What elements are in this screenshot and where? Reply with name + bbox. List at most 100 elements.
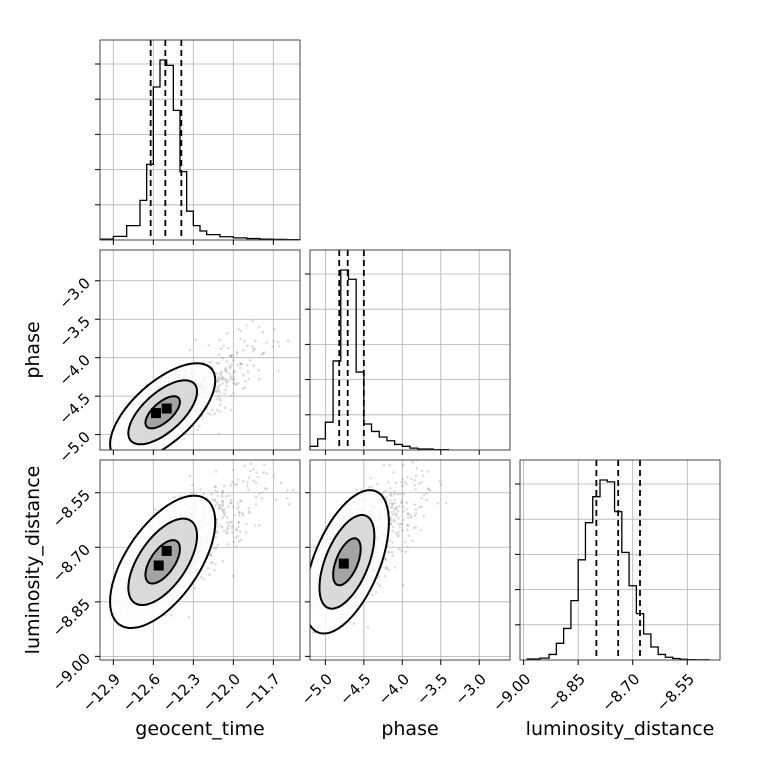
sample-point [219, 347, 223, 350]
sample-point [389, 499, 392, 502]
sample-point [202, 493, 205, 496]
sample-point [396, 492, 400, 496]
sample-point [389, 493, 392, 497]
density-peak-cell [161, 545, 172, 556]
sample-point [213, 499, 217, 502]
sample-point [235, 545, 238, 548]
sample-point [384, 489, 388, 492]
sample-point [385, 566, 388, 570]
sample-point [265, 472, 269, 476]
sample-point [406, 523, 410, 527]
sample-point [395, 506, 399, 509]
sample-point [265, 487, 269, 491]
sample-point [415, 466, 419, 470]
sample-point [192, 491, 195, 494]
sample-point [414, 508, 418, 512]
sample-point [390, 494, 394, 498]
sample-point [210, 493, 214, 496]
sample-point [252, 364, 255, 368]
sample-point [389, 487, 392, 490]
sample-point [392, 526, 395, 529]
sample-point [221, 504, 224, 508]
sample-point [418, 506, 421, 509]
panel-hist-geocent-time [95, 39, 301, 245]
sample-point [232, 369, 236, 373]
sample-point [222, 529, 226, 533]
sample-point [215, 397, 218, 401]
sample-point [218, 377, 221, 381]
sample-point [241, 513, 245, 517]
sample-point [238, 499, 242, 502]
sample-point [382, 463, 386, 467]
sample-point [251, 319, 254, 323]
sample-point [390, 519, 393, 523]
sample-point [191, 483, 194, 487]
sample-point [224, 388, 227, 392]
sample-point [395, 507, 398, 511]
sample-point [223, 392, 226, 396]
sample-point [199, 488, 202, 491]
sample-point [221, 500, 225, 503]
sample-point [258, 378, 261, 381]
sample-point [114, 451, 117, 454]
sample-point [170, 614, 173, 617]
sample-point [397, 523, 400, 526]
sample-point [370, 485, 374, 489]
density-peak-cell [153, 560, 164, 571]
sample-point [217, 387, 220, 391]
sample-point [199, 576, 203, 579]
sample-point [215, 501, 219, 504]
sample-point [220, 376, 224, 380]
sample-point [254, 481, 258, 485]
sample-point [410, 477, 413, 481]
panel-frame [309, 459, 511, 661]
sample-point [196, 428, 199, 432]
sample-point [225, 530, 229, 534]
sample-point [182, 437, 186, 441]
sample-point [438, 480, 442, 483]
sample-point [354, 488, 358, 492]
sample-point [384, 558, 387, 561]
sample-point [216, 385, 219, 389]
sample-point [223, 368, 227, 372]
sample-point [229, 353, 233, 357]
sample-point [225, 494, 228, 498]
sample-point [237, 540, 240, 543]
sample-point [209, 413, 212, 416]
sample-point [229, 408, 233, 412]
sample-point [401, 463, 405, 467]
sample-point [406, 545, 410, 549]
sample-point [240, 499, 243, 503]
sample-point [232, 540, 235, 544]
sample-point [400, 501, 403, 504]
x-tick-label-phase: −3.5 [413, 670, 451, 708]
sample-point [390, 516, 393, 519]
sample-point [221, 516, 224, 520]
sample-point [391, 513, 395, 516]
sample-point [400, 501, 403, 504]
sample-point [262, 471, 265, 474]
sample-point [248, 476, 251, 480]
sample-point [359, 488, 363, 492]
sample-point [214, 547, 218, 550]
sample-point [219, 399, 222, 402]
sample-point [396, 509, 400, 513]
sample-point [405, 483, 408, 486]
panel-distance-vs-phase: −5.0 −4.5 −4.0 −3.5 −3.0 [298, 459, 511, 709]
sample-point [240, 362, 243, 366]
sample-point [375, 591, 378, 594]
sample-point [257, 325, 261, 329]
sample-point [187, 616, 191, 619]
sample-point [233, 370, 236, 373]
sample-point [213, 489, 217, 492]
sample-point [420, 496, 423, 500]
sample-point [215, 372, 219, 376]
sample-point [242, 348, 245, 352]
sample-point [226, 346, 230, 350]
sample-point [213, 568, 216, 572]
sample-point [235, 352, 239, 356]
sample-point [214, 536, 218, 539]
sample-point [236, 502, 240, 505]
sample-point [224, 369, 228, 372]
